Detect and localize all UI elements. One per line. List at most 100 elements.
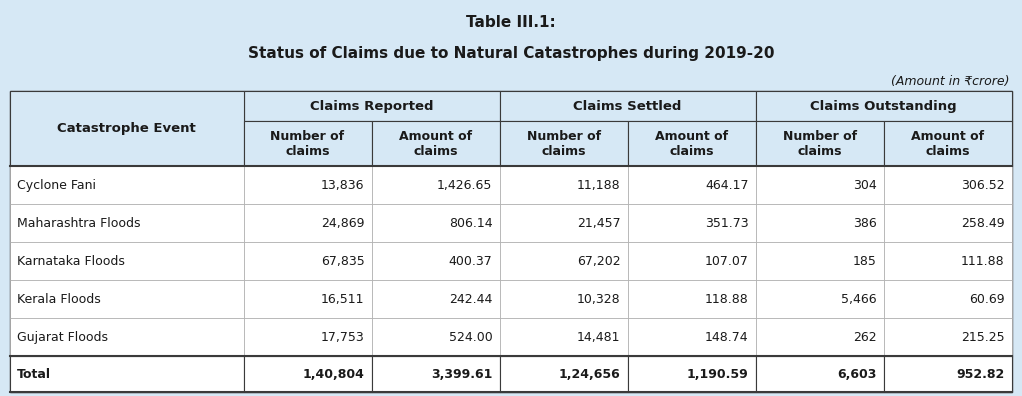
Bar — [884, 356, 1012, 392]
Bar — [243, 204, 372, 242]
Text: 13,836: 13,836 — [321, 179, 365, 192]
Text: 5,466: 5,466 — [841, 293, 877, 306]
Text: 1,426.65: 1,426.65 — [437, 179, 493, 192]
Text: 806.14: 806.14 — [449, 217, 493, 230]
Bar — [10, 318, 243, 356]
Bar — [628, 204, 755, 242]
Bar — [500, 204, 628, 242]
Bar — [500, 318, 628, 356]
Text: 21,457: 21,457 — [576, 217, 620, 230]
Text: 11,188: 11,188 — [576, 179, 620, 192]
Text: 60.69: 60.69 — [969, 293, 1005, 306]
Bar — [884, 166, 1012, 204]
Bar — [755, 280, 884, 318]
Bar — [628, 318, 755, 356]
Text: 262: 262 — [853, 331, 877, 344]
Text: Amount of
claims: Amount of claims — [912, 130, 984, 158]
Bar — [500, 356, 628, 392]
Bar — [243, 318, 372, 356]
Bar — [372, 166, 500, 204]
Bar — [500, 280, 628, 318]
Bar — [628, 121, 755, 166]
Bar — [372, 318, 500, 356]
Bar — [372, 280, 500, 318]
Bar — [10, 166, 243, 204]
Bar — [755, 91, 1012, 121]
Bar — [755, 242, 884, 280]
Text: Claims Settled: Claims Settled — [573, 100, 682, 112]
Text: Claims Reported: Claims Reported — [310, 100, 433, 112]
Text: 1,190.59: 1,190.59 — [687, 368, 748, 381]
Bar — [628, 356, 755, 392]
Bar — [10, 91, 243, 166]
Bar — [755, 166, 884, 204]
Text: 17,753: 17,753 — [321, 331, 365, 344]
Text: 306.52: 306.52 — [961, 179, 1005, 192]
Text: 464.17: 464.17 — [705, 179, 748, 192]
Bar — [884, 121, 1012, 166]
Text: 118.88: 118.88 — [705, 293, 748, 306]
Text: Karnataka Floods: Karnataka Floods — [17, 255, 126, 268]
Text: Number of
claims: Number of claims — [783, 130, 856, 158]
Text: Table III.1:: Table III.1: — [466, 15, 556, 30]
Bar — [884, 242, 1012, 280]
Bar — [10, 280, 243, 318]
Bar — [372, 121, 500, 166]
Bar — [628, 242, 755, 280]
Text: 24,869: 24,869 — [321, 217, 365, 230]
Text: Maharashtra Floods: Maharashtra Floods — [17, 217, 141, 230]
Bar — [10, 2, 1012, 91]
Text: 10,328: 10,328 — [576, 293, 620, 306]
Text: Status of Claims due to Natural Catastrophes during 2019-20: Status of Claims due to Natural Catastro… — [247, 46, 775, 61]
Bar — [243, 242, 372, 280]
Text: Cyclone Fani: Cyclone Fani — [17, 179, 96, 192]
Bar — [243, 166, 372, 204]
Text: 524.00: 524.00 — [449, 331, 493, 344]
Text: 304: 304 — [852, 179, 877, 192]
Bar — [10, 242, 243, 280]
Text: 3,399.61: 3,399.61 — [431, 368, 493, 381]
Bar — [10, 204, 243, 242]
Bar — [500, 91, 755, 121]
Text: Amount of
claims: Amount of claims — [399, 130, 472, 158]
Text: 185: 185 — [852, 255, 877, 268]
Text: 215.25: 215.25 — [961, 331, 1005, 344]
Bar — [884, 318, 1012, 356]
Bar — [243, 91, 500, 121]
Bar — [372, 204, 500, 242]
Text: Gujarat Floods: Gujarat Floods — [17, 331, 108, 344]
Bar — [884, 280, 1012, 318]
Bar — [755, 204, 884, 242]
Text: 1,40,804: 1,40,804 — [303, 368, 365, 381]
Text: 1,24,656: 1,24,656 — [559, 368, 620, 381]
Text: 148.74: 148.74 — [705, 331, 748, 344]
Text: Catastrophe Event: Catastrophe Event — [57, 122, 196, 135]
Bar — [755, 121, 884, 166]
Bar — [10, 356, 243, 392]
Bar — [500, 121, 628, 166]
Bar — [372, 356, 500, 392]
Text: 14,481: 14,481 — [577, 331, 620, 344]
Text: 16,511: 16,511 — [321, 293, 365, 306]
Text: 952.82: 952.82 — [957, 368, 1005, 381]
Text: Total: Total — [17, 368, 51, 381]
Bar — [500, 166, 628, 204]
Text: 386: 386 — [852, 217, 877, 230]
Text: 242.44: 242.44 — [449, 293, 493, 306]
Text: 400.37: 400.37 — [449, 255, 493, 268]
Text: Number of
claims: Number of claims — [271, 130, 344, 158]
Text: (Amount in ₹crore): (Amount in ₹crore) — [891, 76, 1010, 88]
Text: Amount of
claims: Amount of claims — [655, 130, 729, 158]
Bar — [243, 280, 372, 318]
Bar — [10, 91, 1012, 392]
Text: 107.07: 107.07 — [704, 255, 748, 268]
Bar — [500, 242, 628, 280]
Bar — [628, 166, 755, 204]
Bar — [243, 356, 372, 392]
Bar — [755, 356, 884, 392]
Text: Number of
claims: Number of claims — [526, 130, 601, 158]
Text: 111.88: 111.88 — [961, 255, 1005, 268]
Bar — [372, 242, 500, 280]
Text: 258.49: 258.49 — [961, 217, 1005, 230]
Text: Kerala Floods: Kerala Floods — [17, 293, 101, 306]
